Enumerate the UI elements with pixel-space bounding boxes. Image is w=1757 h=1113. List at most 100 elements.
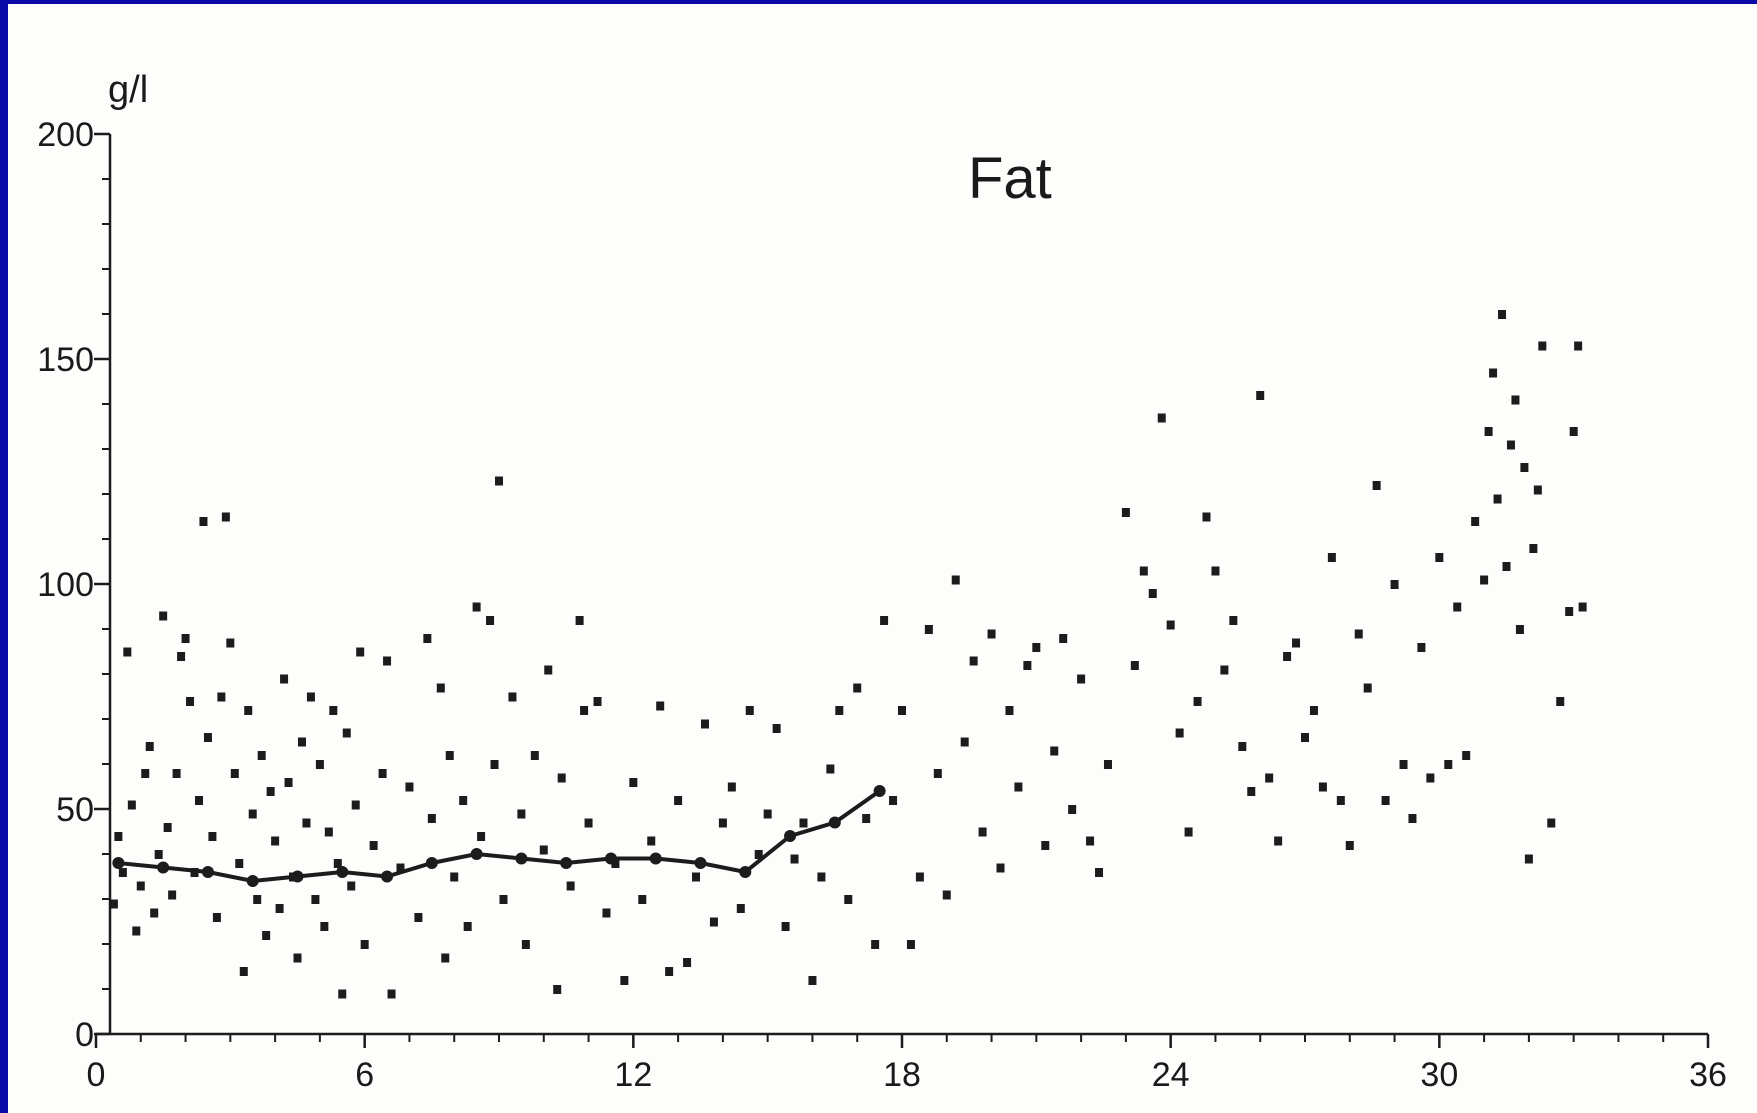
data-point	[544, 665, 553, 675]
data-point	[342, 728, 351, 738]
data-point	[835, 706, 844, 715]
data-point	[1184, 827, 1193, 837]
data-point	[262, 931, 271, 940]
data-point	[1202, 512, 1211, 522]
data-point	[718, 818, 727, 828]
data-point	[1283, 652, 1292, 661]
data-point	[781, 922, 790, 931]
data-point	[898, 706, 906, 715]
data-point	[463, 922, 472, 931]
data-point	[1005, 706, 1014, 715]
mean-line-marker	[201, 866, 214, 878]
data-point	[1095, 868, 1104, 877]
data-point	[1578, 602, 1587, 612]
data-point	[1318, 782, 1327, 792]
data-point	[230, 769, 239, 778]
data-point	[1498, 310, 1507, 319]
data-point	[150, 908, 159, 918]
data-point	[862, 814, 871, 823]
data-point	[611, 859, 620, 868]
data-point	[700, 719, 709, 729]
data-point	[1345, 841, 1354, 850]
data-point	[1327, 553, 1336, 562]
mean-line-marker	[470, 848, 483, 860]
data-point	[1229, 616, 1238, 625]
data-point	[311, 895, 320, 904]
mean-line-marker	[604, 852, 617, 865]
data-point	[736, 904, 745, 913]
scatter-points	[109, 310, 1587, 999]
data-point	[638, 895, 647, 904]
data-point	[208, 832, 217, 841]
data-point	[1023, 661, 1032, 670]
data-point	[302, 818, 311, 828]
data-point	[1533, 485, 1542, 495]
y-axis-unit-label: g/l	[108, 69, 148, 111]
data-point	[557, 773, 566, 783]
data-point	[942, 890, 951, 900]
y-tick-label: 50	[56, 791, 94, 829]
data-point	[280, 674, 289, 684]
data-point	[566, 881, 575, 891]
data-point	[109, 899, 118, 909]
data-point	[763, 809, 772, 819]
mean-line-marker	[560, 857, 573, 869]
data-point	[324, 827, 333, 837]
data-point	[383, 656, 392, 666]
data-point	[1462, 751, 1471, 760]
data-point	[508, 692, 517, 702]
data-point	[1077, 674, 1086, 684]
data-point	[1493, 494, 1502, 504]
data-point	[248, 809, 257, 819]
data-point	[1166, 620, 1175, 630]
data-point	[1515, 625, 1524, 634]
data-point	[275, 904, 284, 913]
data-point	[754, 850, 763, 859]
data-point	[1301, 733, 1309, 742]
data-point	[315, 760, 324, 769]
x-tick-label: 0	[87, 1056, 106, 1094]
data-point	[1220, 665, 1229, 675]
mean-line-marker	[336, 866, 349, 878]
mean-line-marker	[246, 875, 259, 887]
mean-line-marker	[112, 857, 125, 869]
data-point	[709, 917, 718, 927]
data-point	[871, 940, 880, 949]
x-tick-label: 30	[1420, 1056, 1458, 1094]
data-point	[1363, 683, 1372, 693]
data-point	[1538, 341, 1547, 351]
data-point	[1193, 697, 1202, 706]
data-point	[396, 863, 405, 873]
data-point	[575, 616, 584, 625]
y-tick-label: 0	[75, 1016, 94, 1054]
axis-ticks: 0 50 100 150 200 0 6 12 18 24 30 36	[37, 116, 1727, 1094]
data-point	[333, 859, 342, 868]
data-point	[1247, 787, 1256, 796]
data-point	[226, 638, 235, 648]
data-point	[647, 836, 656, 846]
data-point	[799, 818, 808, 828]
data-point	[217, 692, 226, 702]
data-point	[1265, 773, 1274, 783]
scatter-chart: 0 50 100 150 200 0 6 12 18 24 30 36 g/l Fat	[37, 69, 1727, 1094]
chart-title: Fat	[968, 146, 1052, 211]
data-point	[306, 692, 315, 702]
data-point	[1480, 575, 1489, 585]
axes	[96, 134, 1708, 1036]
data-point	[530, 751, 539, 760]
data-point	[154, 850, 163, 859]
data-point	[186, 697, 195, 706]
data-point	[257, 751, 266, 760]
data-point	[1524, 854, 1533, 864]
data-point	[356, 647, 365, 657]
data-point	[194, 796, 203, 805]
mean-line	[118, 789, 881, 884]
data-point	[1068, 805, 1077, 814]
mean-line-marker	[873, 785, 886, 797]
mean-line-marker	[425, 857, 438, 869]
data-point	[118, 868, 127, 877]
data-point	[1103, 760, 1112, 769]
data-point	[338, 989, 347, 999]
data-point	[159, 611, 168, 621]
data-point	[172, 769, 181, 778]
